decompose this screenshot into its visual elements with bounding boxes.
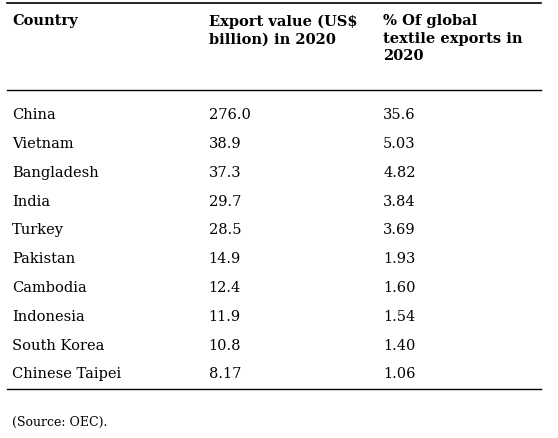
Text: 1.54: 1.54 [383, 309, 416, 323]
Text: 14.9: 14.9 [209, 252, 241, 265]
Text: Cambodia: Cambodia [12, 280, 87, 294]
Text: Country: Country [12, 14, 78, 28]
Text: 29.7: 29.7 [209, 194, 241, 208]
Text: Chinese Taipei: Chinese Taipei [12, 367, 122, 381]
Text: Indonesia: Indonesia [12, 309, 85, 323]
Text: 38.9: 38.9 [209, 137, 241, 151]
Text: % Of global
textile exports in
2020: % Of global textile exports in 2020 [383, 14, 523, 63]
Text: 35.6: 35.6 [383, 108, 416, 122]
Text: 1.93: 1.93 [383, 252, 416, 265]
Text: 4.82: 4.82 [383, 166, 416, 180]
Text: Turkey: Turkey [12, 223, 64, 237]
Text: 28.5: 28.5 [209, 223, 241, 237]
Text: 5.03: 5.03 [383, 137, 416, 151]
Text: 12.4: 12.4 [209, 280, 241, 294]
Text: South Korea: South Korea [12, 338, 105, 352]
Text: 3.69: 3.69 [383, 223, 416, 237]
Text: Export value (US$
billion) in 2020: Export value (US$ billion) in 2020 [209, 14, 357, 46]
Text: (Source: OEC).: (Source: OEC). [12, 415, 108, 428]
Text: 1.40: 1.40 [383, 338, 416, 352]
Text: 11.9: 11.9 [209, 309, 241, 323]
Text: India: India [12, 194, 50, 208]
Text: 37.3: 37.3 [209, 166, 241, 180]
Text: 8.17: 8.17 [209, 367, 241, 381]
Text: Vietnam: Vietnam [12, 137, 74, 151]
Text: 10.8: 10.8 [209, 338, 241, 352]
Text: 1.06: 1.06 [383, 367, 416, 381]
Text: Pakistan: Pakistan [12, 252, 75, 265]
Text: 276.0: 276.0 [209, 108, 251, 122]
Text: Bangladesh: Bangladesh [12, 166, 99, 180]
Text: China: China [12, 108, 56, 122]
Text: 1.60: 1.60 [383, 280, 416, 294]
Text: 3.84: 3.84 [383, 194, 416, 208]
